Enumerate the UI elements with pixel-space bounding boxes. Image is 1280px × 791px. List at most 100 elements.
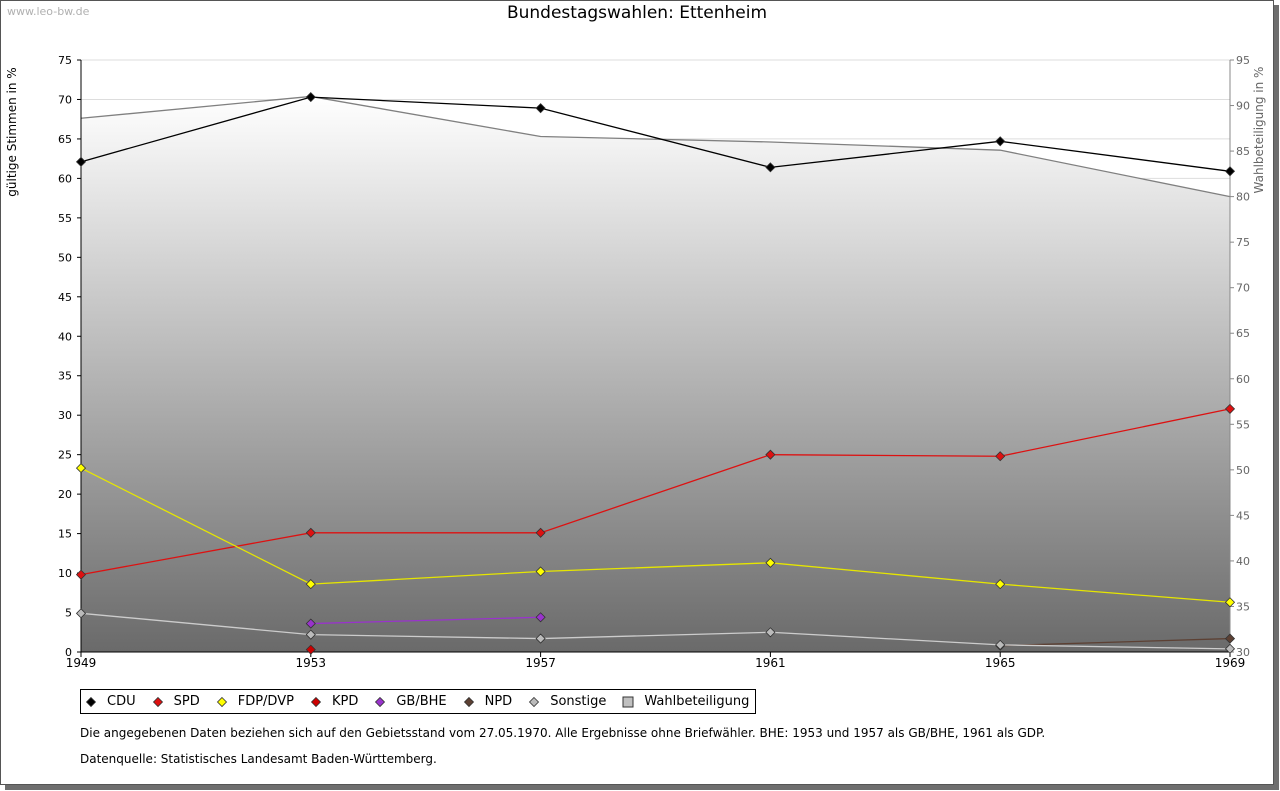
- legend-item-gb-bhe: GB/BHE: [374, 694, 447, 709]
- point-cdu-1949: [75, 156, 87, 167]
- ytick-left-label: 15: [58, 528, 72, 541]
- axis-labels: 0 5 10 15 20 25 30 35 40 45 50 55 60 65 70 75 30 35 40 45 50…: [5, 54, 1266, 670]
- point-fdp-dvp-1961: [765, 557, 776, 568]
- point-gb-bhe-1953: [305, 618, 316, 629]
- legend-item-wahlbeteiligung: Wahlbeteiligung: [622, 694, 749, 709]
- point-gb-bhe-1957: [535, 612, 546, 623]
- ytick-right-label: 45: [1236, 509, 1250, 522]
- point-cdu-1961: [765, 162, 776, 173]
- point-npd-1969: [1224, 633, 1236, 644]
- legend-marker: [375, 696, 386, 707]
- ytick-left-label: 5: [65, 607, 72, 620]
- legend-item-npd: NPD: [463, 694, 513, 709]
- point-fdp-dvp-1949: [75, 463, 87, 474]
- point-sonstige-1961: [765, 627, 776, 638]
- xtick-label: 1953: [296, 656, 327, 670]
- point-spd-1961: [765, 449, 776, 460]
- legend-marker-diamond: [152, 696, 163, 707]
- legend-item-spd: SPD: [152, 694, 200, 709]
- ytick-right-label: 80: [1236, 191, 1250, 204]
- legend-item-sonstige: Sonstige: [528, 694, 606, 709]
- legend-item-cdu: CDU: [85, 694, 136, 709]
- legend-marker-diamond: [85, 696, 97, 707]
- legend-label: KPD: [331, 694, 359, 709]
- ytick-left-label: 45: [58, 291, 72, 304]
- legend-marker-diamond: [463, 696, 474, 707]
- ytick-left-label: 10: [58, 567, 72, 580]
- legend-item-kpd: KPD: [310, 694, 358, 709]
- series-lines: [75, 92, 1236, 655]
- point-cdu-1965: [995, 136, 1006, 147]
- legend-marker-diamond: [529, 696, 540, 707]
- ytick-right-label: 95: [1236, 54, 1250, 67]
- ytick-left-label: 60: [58, 172, 72, 185]
- legend-label: Sonstige: [550, 694, 607, 709]
- ytick-left-label: 65: [58, 133, 72, 146]
- ytick-right-label: 40: [1236, 555, 1250, 568]
- ytick-left-label: 35: [58, 370, 72, 383]
- ytick-left-label: 30: [58, 409, 72, 422]
- legend-marker: [85, 696, 97, 707]
- point-fdp-dvp-1965: [995, 579, 1006, 590]
- legend-label: FDP/DVP: [237, 694, 294, 709]
- point-cdu-1953: [305, 92, 316, 103]
- y-axis-left-title: gültige Stimmen in %: [5, 67, 19, 196]
- series-line-cdu: [80, 96, 1231, 172]
- point-fdp-dvp-1969: [1224, 597, 1236, 608]
- legend-marker: [622, 696, 634, 707]
- ytick-right-label: 60: [1236, 373, 1250, 386]
- ytick-left-label: 75: [58, 54, 72, 67]
- point-spd-1969: [1224, 403, 1236, 414]
- series-line-npd: [1000, 637, 1231, 647]
- y-axis-right-title: Wahlbeteiligung in %: [1252, 67, 1266, 194]
- xtick-label: 1965: [985, 656, 1016, 670]
- ytick-right-label: 90: [1236, 100, 1250, 113]
- ytick-right-label: 35: [1236, 600, 1250, 613]
- point-kpd-1953: [305, 644, 316, 655]
- legend-label: Wahlbeteiligung: [644, 694, 750, 709]
- xtick-label: 1957: [525, 656, 556, 670]
- legend-marker-diamond: [310, 696, 322, 707]
- legend-marker-diamond: [375, 696, 386, 707]
- legend-label: NPD: [484, 694, 513, 709]
- legend-item-fdp-dvp: FDP/DVP: [216, 694, 294, 709]
- turnout-line: [80, 95, 1231, 198]
- point-spd-1957: [535, 527, 546, 538]
- point-sonstige-1965: [995, 639, 1006, 650]
- point-spd-1953: [305, 527, 316, 538]
- turnout-area-fill: [81, 96, 1230, 652]
- ytick-right-label: 30: [1236, 646, 1250, 659]
- point-fdp-dvp-1953: [305, 579, 316, 590]
- legend: CDU SPD FDP/DVP KPD GB/BHE NPD Sonstige Wahlbet…: [80, 689, 757, 714]
- ytick-right-label: 50: [1236, 464, 1250, 477]
- ytick-left-label: 40: [58, 330, 72, 343]
- point-spd-1965: [995, 451, 1006, 462]
- ytick-left-label: 55: [58, 212, 72, 225]
- legend-marker-diamond: [216, 696, 227, 707]
- point-sonstige-1969: [1224, 643, 1236, 654]
- xtick-label: 1949: [66, 656, 97, 670]
- ytick-right-label: 55: [1236, 418, 1250, 431]
- series-line-spd: [80, 408, 1231, 576]
- legend-marker-square: [622, 696, 634, 707]
- xtick-label: 1961: [755, 656, 786, 670]
- ytick-left-label: 70: [58, 93, 72, 106]
- point-cdu-1957: [535, 103, 546, 114]
- footnote: Die angegebenen Daten beziehen sich auf …: [80, 726, 1046, 740]
- legend-marker: [216, 696, 227, 707]
- legend-label: CDU: [107, 694, 136, 709]
- legend-label: SPD: [173, 694, 200, 709]
- series-line-fdp-dvp: [80, 467, 1231, 603]
- legend-marker: [529, 696, 540, 707]
- ytick-right-label: 75: [1236, 236, 1250, 249]
- legend-marker: [152, 696, 163, 707]
- legend-marker: [310, 696, 322, 707]
- point-cdu-1969: [1224, 166, 1236, 177]
- point-sonstige-1949: [75, 608, 87, 619]
- chart-svg: 0 5 10 15 20 25 30 35 40 45 50 55 60 65 70 75 30 35 40 45 50…: [5, 54, 1266, 670]
- ytick-left-label: 25: [58, 449, 72, 462]
- xtick-label: 1969: [1215, 656, 1246, 670]
- legend-marker: [463, 696, 474, 707]
- point-sonstige-1953: [305, 629, 316, 640]
- series-line-gb-bhe: [310, 616, 541, 625]
